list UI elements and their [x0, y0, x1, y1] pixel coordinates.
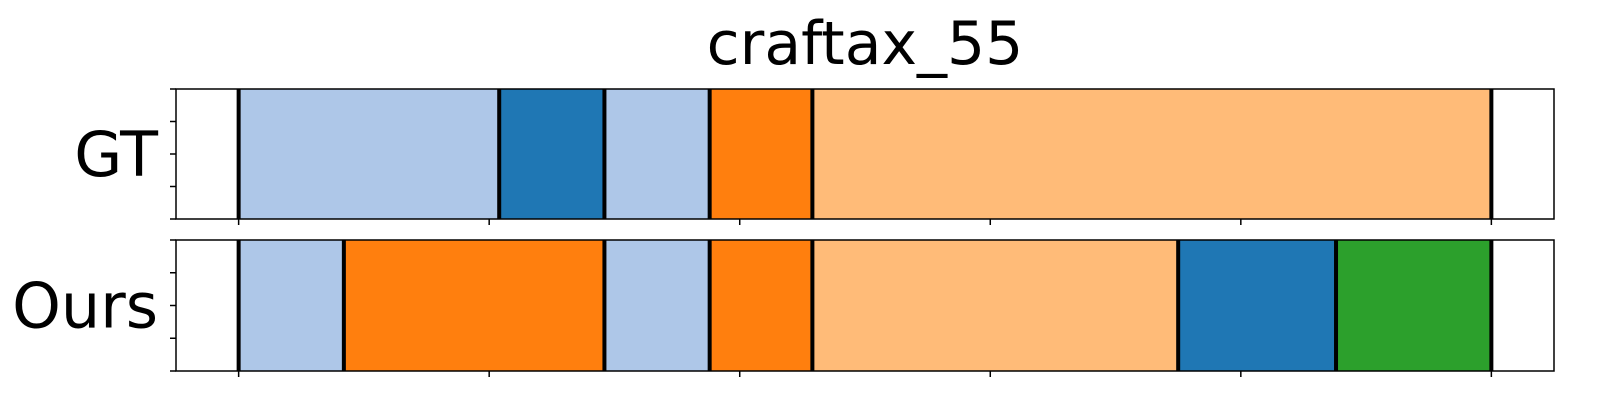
row-label-gt: GT	[74, 118, 159, 191]
row-label-ours: Ours	[12, 270, 158, 343]
segment-ours-5	[812, 240, 1179, 371]
segment-gt-2	[499, 89, 605, 219]
segment-gt-3	[604, 89, 710, 219]
segment-ours-6	[1178, 240, 1337, 371]
segment-ours-4	[709, 240, 813, 371]
segment-gt-5	[812, 89, 1492, 219]
chart-title: craftax_55	[707, 9, 1024, 79]
segment-gt-1	[238, 89, 500, 219]
segment-ours-7	[1336, 240, 1492, 371]
segment-ours-3	[604, 240, 710, 371]
segment-gt-4	[709, 89, 813, 219]
segment-ours-1	[238, 240, 344, 371]
segment-ours-2	[343, 240, 605, 371]
